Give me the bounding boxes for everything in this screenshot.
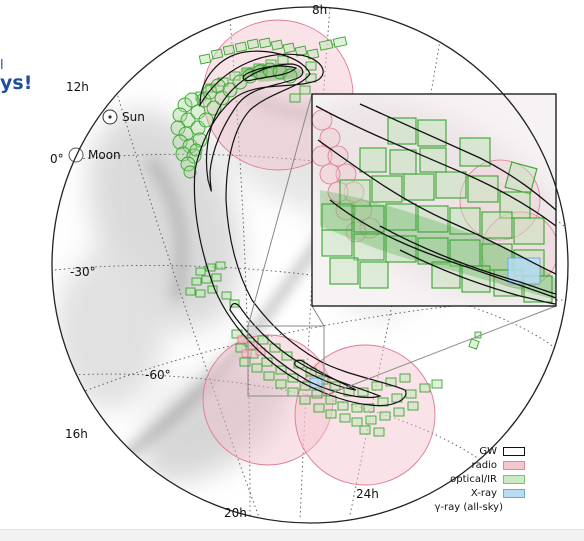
ra-label-24h: 24h <box>356 487 379 501</box>
optical-tiles-mid <box>185 261 240 308</box>
gw-contours <box>193 50 407 407</box>
legend-label-gw: GW <box>479 445 497 457</box>
inset-optical-core <box>320 190 556 300</box>
sun-label: Sun <box>122 110 145 124</box>
ra-label-8h: 8h <box>312 3 328 17</box>
zoom-source-box <box>247 325 325 397</box>
radio-field-south-b <box>294 344 436 486</box>
dec-label-m60: -60° <box>145 368 171 382</box>
bottom-bar <box>0 529 584 541</box>
legend-item-radio: radio <box>472 458 525 472</box>
legend-label-radio: radio <box>471 459 497 471</box>
gw-contour-inner-north <box>242 65 298 82</box>
legend-swatch-gw <box>503 446 525 456</box>
legend-label-optical: optical/IR <box>450 473 497 485</box>
legend-item-xray: X-ray <box>471 486 525 500</box>
cropped-text-line2: ys! <box>0 72 33 94</box>
gw-contour-outer <box>193 50 407 407</box>
legend-label-xray: X-ray <box>470 487 497 499</box>
zoom-connector <box>247 93 557 397</box>
sun-marker <box>102 109 118 125</box>
legend-swatch-optical <box>503 474 525 484</box>
xray-field-south <box>309 377 323 389</box>
moon-label: Moon <box>88 148 121 162</box>
optical-core-north <box>240 64 305 82</box>
sky-border <box>51 6 569 524</box>
inset-gw-contours <box>315 103 556 305</box>
legend-swatch-radio <box>503 460 525 470</box>
gw-contour-mid <box>205 63 304 192</box>
gw-contour-inner-south <box>294 359 357 391</box>
dec-label-0: 0° <box>50 152 64 166</box>
ra-label-12h: 12h <box>66 80 89 94</box>
legend-item-optical: optical/IR <box>450 472 525 486</box>
legend-label-gamma: γ-ray (all-sky) <box>434 501 503 513</box>
cropped-text-line1: l <box>0 58 4 73</box>
legend-swatch-xray <box>503 488 525 498</box>
legend-item-gamma: γ-ray (all-sky) <box>434 500 503 514</box>
legend-item-gw: GW <box>479 444 525 458</box>
gw-contour-mid-south <box>229 303 382 399</box>
optical-tiles-north <box>195 36 348 103</box>
ra-label-16h: 16h <box>65 427 88 441</box>
zoom-inset <box>311 93 557 307</box>
dec-label-m30: -30° <box>70 265 96 279</box>
ra-label-20h: 20h <box>224 506 247 520</box>
